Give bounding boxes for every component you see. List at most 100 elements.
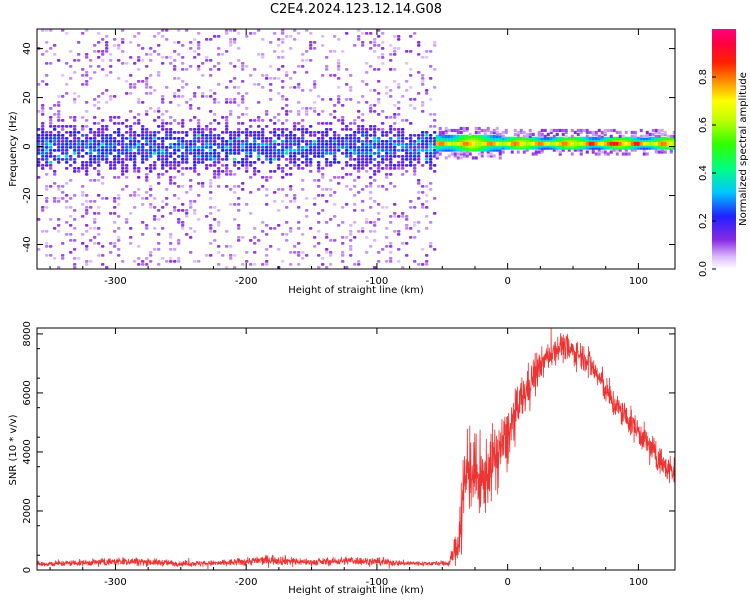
spectrogram-cell — [177, 53, 181, 56]
spectrogram-cell — [333, 155, 337, 158]
spectrogram-cell — [213, 137, 217, 140]
spectrogram-cell — [357, 101, 361, 104]
spectrogram-cell — [121, 152, 125, 155]
spectrogram-cell — [77, 149, 81, 152]
spectrogram-cell — [245, 140, 249, 143]
spectrogram-cell — [169, 152, 173, 155]
spectrogram-cell — [435, 140, 439, 144]
spectrogram-cell — [281, 38, 285, 41]
spectrogram-cell — [101, 197, 105, 200]
spectrogram-cell — [189, 206, 193, 209]
spectrogram-cell — [369, 107, 373, 110]
spectrogram-cell — [570, 138, 574, 142]
spectrogram-cell — [317, 152, 321, 155]
spectrogram-cell — [564, 140, 568, 144]
spectrogram-cell — [121, 146, 125, 149]
spectrogram-cell — [465, 128, 469, 133]
spectrogram-cell — [225, 146, 229, 149]
spectrogram-cell — [45, 161, 49, 164]
spectrogram-cell — [345, 155, 349, 158]
spectrogram-cell — [636, 146, 640, 150]
spectrogram-cell — [145, 227, 149, 230]
spectrogram-cell — [558, 128, 562, 133]
spectrogram-cell — [301, 188, 305, 191]
spectrogram-cell — [357, 158, 361, 161]
spectrogram-cell — [609, 146, 613, 150]
spectrogram-cell — [85, 119, 89, 122]
spectrogram-cell — [101, 128, 105, 131]
spectrogram-cell — [373, 68, 377, 71]
spectrogram-cell — [417, 221, 421, 224]
spectrogram-cell — [269, 245, 273, 248]
spectrogram-cell — [433, 149, 437, 152]
spectrogram-cell — [313, 152, 317, 155]
spectrogram-cell — [654, 150, 658, 154]
spectrogram-cell — [101, 245, 105, 248]
spectrogram-cell — [125, 137, 129, 140]
spectrogram-cell — [49, 146, 53, 149]
spectrogram-cell — [453, 128, 457, 133]
spectrogram-cell — [433, 140, 437, 143]
spectrogram-cell — [173, 95, 177, 98]
spectrogram-cell — [361, 161, 365, 164]
spectrogram-cell — [591, 146, 595, 150]
spectrogram-cell — [169, 134, 173, 137]
spectrogram-cell — [425, 50, 429, 53]
spectrogram-cell — [173, 68, 177, 71]
spectrogram-cell — [165, 128, 169, 131]
spectrogram-cell — [229, 170, 233, 173]
spectrogram-cell — [421, 203, 425, 206]
spectrogram-cell — [285, 113, 289, 116]
spectrogram-cell — [225, 164, 229, 167]
spectrogram-cell — [389, 161, 393, 164]
spectrogram-cell — [185, 143, 189, 146]
spectrogram-cell — [453, 144, 457, 148]
spectrogram-cell — [153, 110, 157, 113]
spectrogram-cell — [45, 74, 49, 77]
spectrogram-cell — [93, 104, 97, 107]
spectrogram-cell — [483, 148, 487, 152]
spectrogram-cell — [205, 128, 209, 131]
spectrogram-cell — [660, 150, 664, 154]
spectrogram-cell — [185, 29, 189, 32]
spectrogram-cell — [444, 148, 448, 152]
spectrogram-cell — [329, 146, 333, 149]
spectrogram-cell — [213, 164, 217, 167]
spectrogram-cell — [516, 144, 520, 148]
spectrogram-cell — [341, 260, 345, 263]
spectrogram-cell — [397, 107, 401, 110]
spectrogram-cell — [444, 156, 448, 160]
spectrogram-cell — [369, 245, 373, 248]
spectrogram-cell — [397, 47, 401, 50]
spectrogram-cell — [229, 257, 233, 260]
spectrogram-cell — [365, 101, 369, 104]
spectrogram-cell — [285, 119, 289, 122]
spectrogram-cell — [645, 152, 649, 156]
spectrogram-cell — [373, 200, 377, 203]
spectrogram-cell — [157, 110, 161, 113]
spectrogram-cell — [369, 32, 373, 35]
spectrogram-cell — [630, 136, 634, 140]
spectrogram-cell — [169, 182, 173, 185]
spectrogram-cell — [301, 233, 305, 236]
spectrogram-cell — [81, 134, 85, 137]
colorbar-tick-label: 0.0 — [698, 261, 709, 277]
spectrogram-cell — [297, 242, 301, 245]
spectrogram-cell — [353, 146, 357, 149]
spectrogram-cell — [317, 140, 321, 143]
spectrogram-cell — [109, 116, 113, 119]
spectrogram-cell — [537, 142, 541, 146]
spectrogram-cell — [245, 251, 249, 254]
spectrogram-cell — [421, 104, 425, 107]
spectrogram-cell — [197, 125, 201, 128]
spectrogram-cell — [409, 74, 413, 77]
spectrogram-cell — [241, 236, 245, 239]
spectrogram-cell — [385, 143, 389, 146]
spectrogram-cell — [313, 41, 317, 44]
spectrogram-cell — [137, 149, 141, 152]
spectrogram-cell — [169, 233, 173, 236]
spectrogram-cell — [576, 138, 580, 142]
spectrogram-cell — [165, 137, 169, 140]
spectrogram-cell — [421, 77, 425, 80]
spectrogram-cell — [576, 146, 580, 150]
